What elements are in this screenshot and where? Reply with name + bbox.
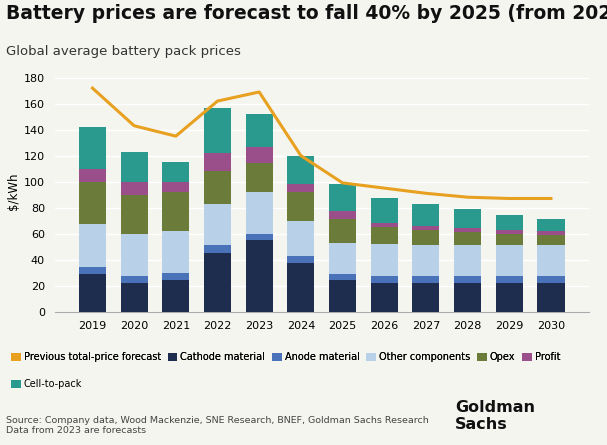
Bar [246,146,273,163]
Bar [287,221,314,255]
Text: Global average battery pack prices: Global average battery pack prices [6,44,241,57]
Bar [79,267,106,274]
Bar [537,283,565,311]
Bar [329,184,356,211]
Bar [329,243,356,274]
Bar [537,235,565,245]
Text: Goldman
Sachs: Goldman Sachs [455,400,535,432]
Bar [246,240,273,312]
Bar [454,228,481,232]
Bar [79,274,106,312]
Bar [371,276,398,283]
Bar [121,283,148,311]
Bar [329,211,356,219]
Bar [496,245,523,276]
Bar [162,280,189,312]
Bar [121,234,148,276]
Bar [246,163,273,192]
Bar [454,232,481,245]
Bar [121,194,148,234]
Bar [246,234,273,240]
Bar [371,244,398,276]
Legend: Cell-to-pack: Cell-to-pack [11,379,82,389]
Bar [79,182,106,224]
Legend: Previous total-price forecast, Cathode material, Anode material, Other component: Previous total-price forecast, Cathode m… [11,352,560,362]
Bar [121,276,148,283]
Bar [121,152,148,182]
Bar [287,263,314,312]
Text: Battery prices are forecast to fall 40% by 2025 (from 2022): Battery prices are forecast to fall 40% … [6,4,607,24]
Bar [329,219,356,243]
Bar [454,276,481,283]
Bar [454,283,481,311]
Bar [496,230,523,234]
Y-axis label: $/kWh: $/kWh [7,173,19,210]
Bar [121,182,148,194]
Bar [162,182,189,192]
Bar [204,253,231,312]
Bar [412,283,439,311]
Bar [496,215,523,230]
Bar [537,245,565,276]
Bar [79,224,106,267]
Bar [162,192,189,231]
Bar [454,245,481,276]
Bar [204,153,231,171]
Bar [204,108,231,153]
Bar [537,231,565,235]
Bar [204,245,231,253]
Bar [287,184,314,192]
Bar [287,192,314,221]
Bar [412,230,439,245]
Bar [162,162,189,182]
Bar [371,198,398,223]
Bar [287,156,314,184]
Bar [412,226,439,230]
Bar [454,209,481,228]
Bar [79,169,106,182]
Bar [329,280,356,312]
Bar [537,219,565,231]
Bar [537,276,565,283]
Bar [162,231,189,272]
Bar [246,114,273,146]
Bar [496,283,523,311]
Bar [246,192,273,234]
Bar [79,127,106,169]
Bar [204,171,231,204]
Bar [329,274,356,280]
Bar [371,283,398,311]
Bar [496,234,523,245]
Bar [412,276,439,283]
Bar [412,245,439,276]
Bar [412,204,439,226]
Bar [162,272,189,280]
Bar [371,223,398,227]
Bar [204,204,231,245]
Bar [287,255,314,263]
Bar [496,276,523,283]
Text: Source: Company data, Wood Mackenzie, SNE Research, BNEF, Goldman Sachs Research: Source: Company data, Wood Mackenzie, SN… [6,416,429,436]
Bar [371,227,398,244]
